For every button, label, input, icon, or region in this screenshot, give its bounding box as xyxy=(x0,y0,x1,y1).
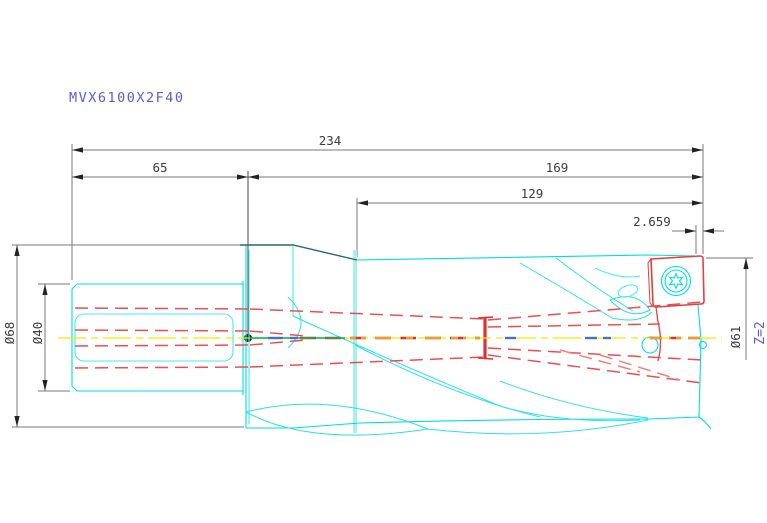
web-arc xyxy=(287,296,302,349)
flange-top-edge xyxy=(240,244,358,261)
dimension-lines xyxy=(12,144,753,428)
coolant-hidden-lines xyxy=(74,301,703,384)
holder-profile xyxy=(240,244,358,261)
body-top-edge xyxy=(356,254,697,261)
dim-text-2659: 2.659 xyxy=(633,214,671,229)
dim-text-65: 65 xyxy=(152,160,167,175)
drawing-title: MVX6100X2F40 xyxy=(69,90,185,106)
dim-text-dia40: Ø40 xyxy=(30,322,45,345)
insert-assembly xyxy=(641,255,705,362)
dim-text-129: 129 xyxy=(521,186,544,201)
tool-outline xyxy=(71,245,712,430)
flute-curves xyxy=(245,257,653,436)
body-right-edge xyxy=(697,304,712,430)
torx-star-icon xyxy=(668,271,684,291)
dim-text-169: 169 xyxy=(546,160,569,175)
dimension-arrowheads xyxy=(14,147,749,427)
shank-outline xyxy=(71,283,243,392)
corner-detail-circle xyxy=(698,340,708,350)
insert-outline xyxy=(650,255,705,308)
flute-count-label: Z=2 xyxy=(753,321,767,344)
torx-screw-outer xyxy=(660,265,692,297)
insert-pocket-edge xyxy=(655,306,662,362)
dim-text-dia61: Ø61 xyxy=(728,326,743,349)
torx-screw-inner xyxy=(664,269,688,293)
body-bottom-edge xyxy=(292,416,701,429)
dim-text-dia68: Ø68 xyxy=(2,322,17,345)
dim-text-234: 234 xyxy=(319,133,342,148)
inner-insert-screw xyxy=(641,336,659,354)
